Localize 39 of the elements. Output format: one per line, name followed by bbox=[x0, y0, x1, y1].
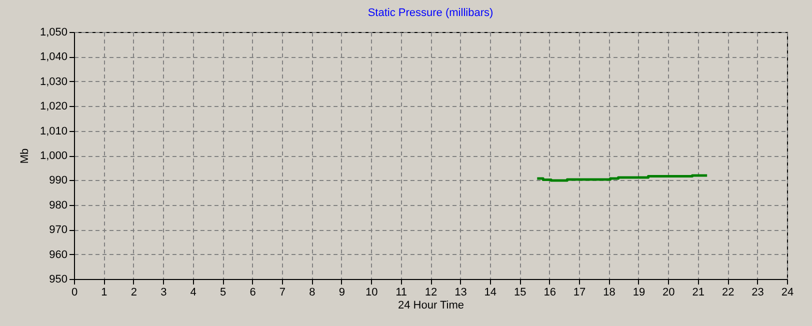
x-tick-label: 6 bbox=[250, 286, 256, 298]
x-tick-label: 1 bbox=[101, 286, 108, 298]
x-tick-label: 21 bbox=[692, 286, 704, 298]
y-tick-label: 980 bbox=[49, 199, 68, 212]
x-tick-label: 19 bbox=[632, 286, 646, 298]
x-tick-label: 15 bbox=[514, 286, 526, 298]
x-tick-label: 17 bbox=[573, 286, 586, 298]
x-tick-label: 7 bbox=[279, 286, 286, 298]
chart-title: Static Pressure (millibars) bbox=[368, 7, 494, 19]
x-tick-label: 0 bbox=[71, 286, 78, 298]
x-tick-label: 18 bbox=[603, 286, 616, 298]
x-tick-label: 11 bbox=[396, 286, 408, 298]
x-tick-label: 4 bbox=[190, 286, 196, 298]
y-tick-label: 1,000 bbox=[40, 150, 68, 162]
x-tick-label: 3 bbox=[160, 286, 167, 298]
x-tick-label: 20 bbox=[662, 286, 675, 298]
x-axis-title: 24 Hour Time bbox=[398, 300, 464, 312]
y-tick-label: 1,010 bbox=[40, 125, 68, 138]
x-tick-label: 16 bbox=[544, 286, 556, 298]
y-tick-label: 1,050 bbox=[40, 26, 68, 38]
x-tick-label: 22 bbox=[722, 286, 734, 298]
y-tick-label: 970 bbox=[49, 224, 68, 236]
x-tick-label: 12 bbox=[424, 286, 438, 298]
x-tick-label: 10 bbox=[365, 286, 378, 298]
y-tick-label: 960 bbox=[49, 248, 68, 261]
y-axis-title: Mb bbox=[18, 148, 31, 164]
y-tick-label: 990 bbox=[49, 174, 68, 187]
x-tick-label: 8 bbox=[309, 286, 316, 298]
x-tick-label: 5 bbox=[220, 286, 226, 298]
y-tick-label: 1,040 bbox=[40, 51, 68, 64]
y-tick-label: 1,030 bbox=[40, 76, 68, 88]
y-tick-label: 1,020 bbox=[40, 100, 68, 113]
x-tick-label: 2 bbox=[130, 286, 137, 298]
x-tick-label: 13 bbox=[454, 286, 467, 298]
x-tick-label: 9 bbox=[338, 286, 345, 298]
y-tick-label: 950 bbox=[49, 274, 68, 286]
x-tick-label: 24 bbox=[781, 286, 794, 298]
x-tick-label: 23 bbox=[752, 286, 764, 298]
x-tick-label: 14 bbox=[484, 286, 497, 298]
